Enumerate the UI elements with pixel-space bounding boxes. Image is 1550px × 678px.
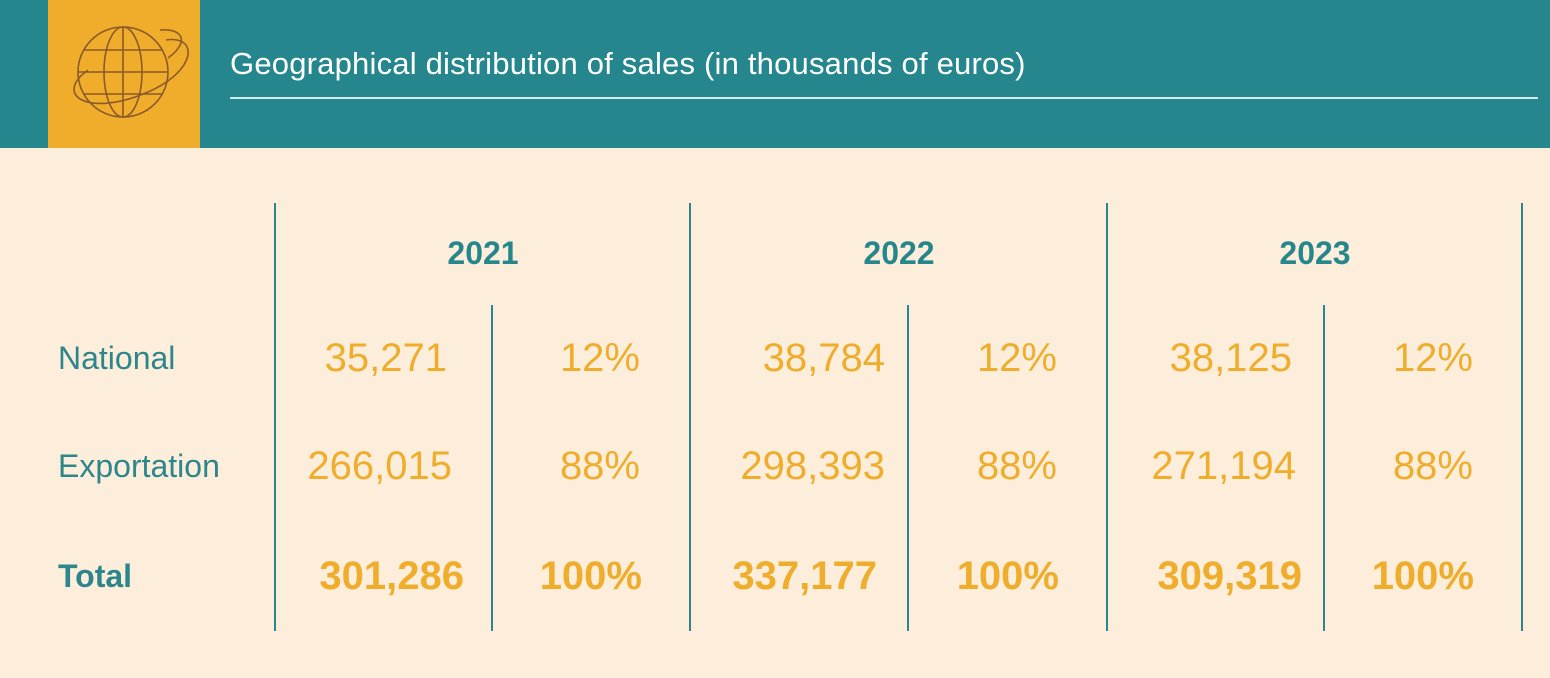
- exportation-2022-percent: 88%: [976, 444, 1057, 488]
- national-2022-value: 38,784: [762, 336, 885, 380]
- row-label-exportation: Exportation: [58, 448, 220, 484]
- national-2023-percent: 12%: [1392, 336, 1473, 380]
- row-label-total: Total: [58, 558, 133, 594]
- exportation-2022-value: 298,393: [740, 444, 885, 488]
- national-2023-value: 38,125: [1169, 336, 1292, 380]
- globe-icon: [73, 26, 189, 118]
- page-title: Geographical distribution of sales (in t…: [230, 46, 1026, 81]
- exportation-2023-value: 271,194: [1151, 444, 1296, 488]
- divider-year-right: [1521, 203, 1523, 631]
- total-2023-percent: 100%: [1371, 554, 1474, 598]
- row-label-national: National: [58, 340, 176, 376]
- exportation-2021-value: 266,015: [307, 444, 452, 488]
- total-2022-percent: 100%: [956, 554, 1059, 598]
- total-2021-value: 301,286: [319, 554, 464, 598]
- divider-2022-2023: [1106, 203, 1108, 631]
- year-header-2021: 2021: [447, 235, 519, 271]
- icon-box: [48, 0, 200, 148]
- national-2022-percent: 12%: [976, 336, 1057, 380]
- total-2021-percent: 100%: [539, 554, 642, 598]
- exportation-2023-percent: 88%: [1392, 444, 1473, 488]
- year-header-2023: 2023: [1279, 235, 1351, 271]
- header-bar: Geographical distribution of sales (in t…: [0, 0, 1550, 148]
- total-2022-value: 337,177: [732, 554, 877, 598]
- exportation-2021-percent: 88%: [559, 444, 640, 488]
- total-2023-value: 309,319: [1157, 554, 1302, 598]
- title-underline: [230, 97, 1538, 99]
- divider-2023-inner: [1323, 305, 1325, 631]
- national-2021-value: 35,271: [324, 336, 447, 380]
- national-2021-percent: 12%: [559, 336, 640, 380]
- divider-2022-inner: [907, 305, 909, 631]
- divider-2021-2022: [689, 203, 691, 631]
- year-header-2022: 2022: [863, 235, 935, 271]
- divider-2021-inner: [491, 305, 493, 631]
- divider-year-left: [274, 203, 276, 631]
